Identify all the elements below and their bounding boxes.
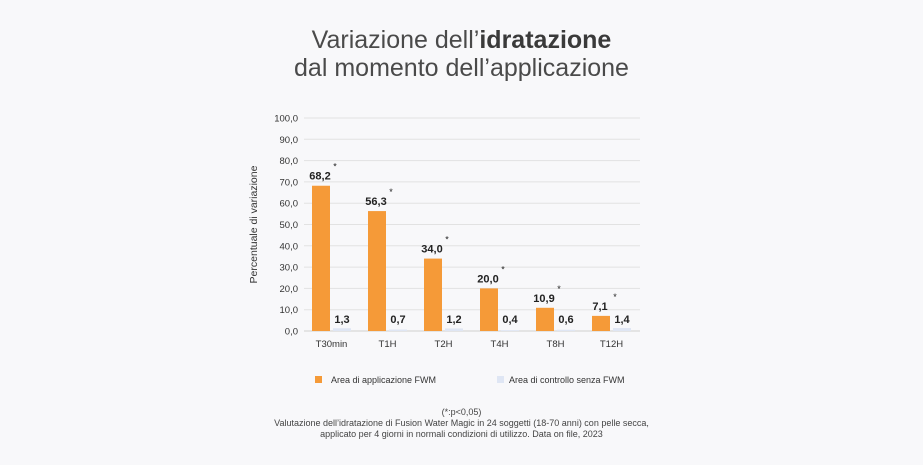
data-label-control: 0,4 [502, 314, 518, 326]
bar-control [389, 329, 407, 331]
significance-marker: * [389, 187, 393, 197]
bar-fwm [368, 211, 386, 331]
bar-fwm [480, 288, 498, 331]
y-tick-label: 60,0 [280, 199, 299, 210]
bar-control [501, 330, 519, 331]
footnote-line2: applicato per 4 giorni in normali condiz… [320, 429, 603, 439]
x-tick-label: T2H [435, 339, 453, 350]
bar-control [445, 328, 463, 331]
bar-control [613, 328, 631, 331]
data-label-fwm: 34,0 [421, 244, 442, 256]
data-label-fwm: 68,2 [309, 171, 330, 183]
x-tick-label: T4H [491, 339, 509, 350]
significance-marker: * [445, 235, 449, 245]
x-tick-label: T8H [547, 339, 565, 350]
bar-fwm [592, 315, 610, 331]
data-label-control: 1,2 [446, 314, 461, 326]
data-label-fwm: 56,3 [365, 196, 386, 208]
chart-title-line2: dal momento dell’applicazione [294, 54, 629, 82]
bar-fwm [536, 307, 554, 331]
significance-note: (*:p<0,05) [441, 407, 482, 417]
x-tick-label: T1H [379, 339, 397, 350]
y-tick-label: 10,0 [280, 305, 299, 316]
significance-marker: * [613, 292, 617, 302]
y-tick-label: 80,0 [280, 156, 299, 167]
x-tick-label: T30min [316, 339, 348, 350]
data-label-control: 1,4 [614, 314, 630, 326]
legend-label-fwm: Area di applicazione FWM [331, 375, 436, 385]
y-tick-label: 70,0 [280, 177, 299, 188]
y-tick-label: 0,0 [285, 327, 298, 338]
bar-fwm [424, 258, 442, 331]
bar-fwm [312, 185, 330, 331]
legend-label-control: Area di controllo senza FWM [509, 375, 625, 385]
y-tick-label: 50,0 [280, 220, 299, 231]
significance-marker: * [557, 284, 561, 294]
significance-marker: * [333, 162, 337, 172]
significance-marker: * [501, 264, 505, 274]
data-label-fwm: 20,0 [477, 273, 498, 285]
x-tick-label: T12H [600, 339, 623, 350]
y-tick-label: 20,0 [280, 284, 299, 295]
legend-swatch-fwm [315, 376, 322, 383]
chart-title-line1: Variazione dell’idratazione [311, 26, 612, 54]
y-tick-label: 100,0 [274, 114, 298, 125]
data-label-control: 0,6 [558, 314, 573, 326]
y-tick-label: 40,0 [280, 241, 299, 252]
bar-control [333, 328, 351, 331]
legend-swatch-control [497, 376, 504, 383]
chart-title-emphasis: idratazione [479, 26, 612, 54]
data-label-control: 1,3 [334, 314, 349, 326]
bar-control [557, 329, 575, 331]
y-tick-label: 90,0 [280, 135, 299, 146]
data-label-control: 0,7 [390, 314, 405, 326]
data-label-fwm: 7,1 [592, 301, 607, 313]
footnote-line1: Valutazione dell’idratazione di Fusion W… [274, 418, 649, 428]
y-axis-title: Percentuale di variazione [248, 165, 260, 283]
data-label-fwm: 10,9 [533, 293, 554, 305]
y-tick-label: 30,0 [280, 263, 299, 274]
